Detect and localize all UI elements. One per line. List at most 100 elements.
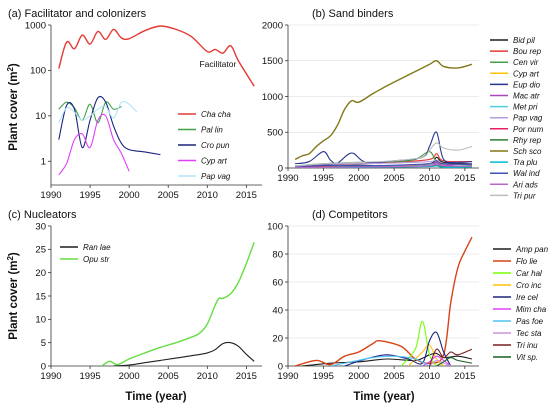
y-tick-label: 25: [35, 245, 46, 256]
legend-label: Car hal: [516, 269, 542, 278]
series-group: [294, 60, 473, 168]
series-line-cyp-art: [58, 113, 130, 176]
legend-label: Cro pun: [201, 141, 230, 150]
x-tick-label: 2005: [158, 190, 179, 201]
y-tick-label: 1000: [25, 20, 46, 31]
legend: Amp pan Flo lie Car hal Cro inc Ire cel Mim c…: [493, 245, 549, 362]
series-line-cha-cha: [58, 25, 255, 87]
legend-label: Tri inu: [516, 341, 538, 350]
x-tick-label: 2000: [348, 371, 369, 382]
legend-label: Eup dio: [513, 80, 541, 89]
panel-d: (d) Competitors 0 20 40 60 80 100 1990 1995 2000 2…: [267, 209, 548, 382]
series-line-cro-pun: [58, 95, 161, 156]
x-tick-label: 2010: [419, 371, 440, 382]
series-line-cro-inc: [407, 344, 445, 366]
legend-label: Rhy rep: [513, 136, 542, 145]
legend-label: Cyp art: [513, 69, 540, 78]
series-line-sch-sco: [294, 60, 473, 161]
y-label-text: Plant cover (m: [8, 72, 20, 151]
legend: Ran lae Opu str: [60, 243, 111, 264]
x-tick-label: 1995: [80, 190, 101, 201]
series-line-vit-sp: [436, 357, 473, 366]
y-tick-label: 1500: [262, 56, 283, 67]
panel-title: (b) Sand binders: [312, 8, 394, 20]
series-line-eup-dio: [294, 131, 472, 165]
legend-label: Tec sta: [516, 329, 542, 338]
series-group: [101, 242, 255, 366]
legend-label: Vit sp.: [516, 353, 538, 362]
legend-label: Flo lie: [516, 257, 538, 266]
y-label-sup: 2: [6, 67, 15, 72]
panel-title: (c) Nucleators: [8, 209, 77, 221]
y-tick-label: 2000: [262, 20, 283, 31]
y-tick-label: 30: [35, 221, 46, 232]
legend-label: Ran lae: [83, 243, 111, 252]
y-label-close: ): [8, 252, 20, 256]
y-tick-label: 100: [30, 66, 46, 77]
series-line-mim-cha: [422, 355, 452, 366]
legend-label: Cyp art: [201, 157, 228, 166]
x-tick-label: 1990: [40, 190, 61, 201]
panel-c: (c) Nucleators 0 5 10 15 20 25 30 1990 1995 2000 20…: [8, 209, 262, 382]
x-tick-label: 2000: [119, 190, 140, 201]
legend-label: Cha cha: [201, 110, 231, 119]
x-tick-label: 1995: [313, 173, 334, 184]
series-line-opu-str: [101, 242, 255, 366]
series-line-amp-pan: [302, 352, 473, 366]
legend-label: Cro inc: [516, 281, 541, 290]
y-tick-label: 1: [41, 157, 46, 168]
y-label-sup: 2: [6, 256, 15, 261]
x-tick-label: 2015: [236, 371, 257, 382]
x-tick-label: 2015: [236, 190, 257, 201]
y-tick-label: 20: [272, 333, 283, 344]
panel-title: (a) Facilitator and colonizers: [8, 8, 147, 20]
y-tick-label: 15: [35, 291, 46, 302]
legend-label: Tra plu: [513, 158, 538, 167]
series-line-pap-vag: [58, 100, 138, 124]
y-axis-label-bottom: Plant cover (m2): [6, 252, 20, 340]
y-tick-label: 40: [272, 305, 283, 316]
series-line-flo-lie: [294, 236, 473, 366]
series-group: [294, 236, 473, 366]
y-tick-label: 100: [267, 221, 283, 232]
y-label-text: Plant cover (m: [8, 261, 20, 340]
series-group: [58, 25, 255, 176]
y-tick-label: 0: [278, 361, 283, 372]
x-tick-label: 2005: [384, 173, 405, 184]
annotation-label: Facilitator: [199, 59, 236, 69]
y-tick-label: 20: [35, 268, 46, 279]
y-tick-label: 0: [278, 163, 283, 174]
series-line-tec-sta: [429, 359, 451, 366]
x-axis-label-right: Time (year): [353, 391, 414, 403]
legend-label: Mim cha: [516, 305, 547, 314]
x-tick-label: 1990: [277, 371, 298, 382]
series-line-tri-inu: [428, 348, 473, 366]
x-tick-label: 1995: [313, 371, 334, 382]
panel-title: (d) Competitors: [312, 209, 388, 221]
x-axis-label-left: Time (year): [125, 391, 186, 403]
x-tick-label: 2015: [454, 371, 475, 382]
legend: Cha cha Pal lin Cro pun Cyp art Pap vag: [178, 110, 231, 181]
series-line-wal-ind: [295, 160, 472, 168]
legend-label: Bou rep: [513, 47, 542, 56]
x-tick-label: 2005: [384, 371, 405, 382]
x-tick-label: 2000: [348, 173, 369, 184]
y-tick-label: 5: [41, 338, 46, 349]
legend-label: Tri pur: [513, 191, 536, 200]
series-line-ari-ads: [295, 163, 472, 168]
y-tick-label: 80: [272, 249, 283, 260]
legend-label: Sch sco: [513, 147, 542, 156]
panel-a: (a) Facilitator and colonizers 1 10 100 1000…: [8, 8, 262, 201]
legend-label: Amp pan: [515, 245, 549, 254]
legend-label: Pap vag: [513, 114, 543, 123]
x-tick-label: 2000: [119, 371, 140, 382]
legend-label: Met pri: [513, 103, 538, 112]
legend-label: Mac atr: [513, 92, 540, 101]
x-tick-label: 1990: [277, 173, 298, 184]
legend-label: Ari ads: [512, 180, 538, 189]
y-axis-label-top: Plant cover (m2): [6, 63, 20, 151]
legend-label: Pas foe: [516, 317, 544, 326]
y-label-close: ): [8, 63, 20, 67]
legend-label: Wal ind: [513, 169, 540, 178]
x-tick-label: 1995: [80, 371, 101, 382]
